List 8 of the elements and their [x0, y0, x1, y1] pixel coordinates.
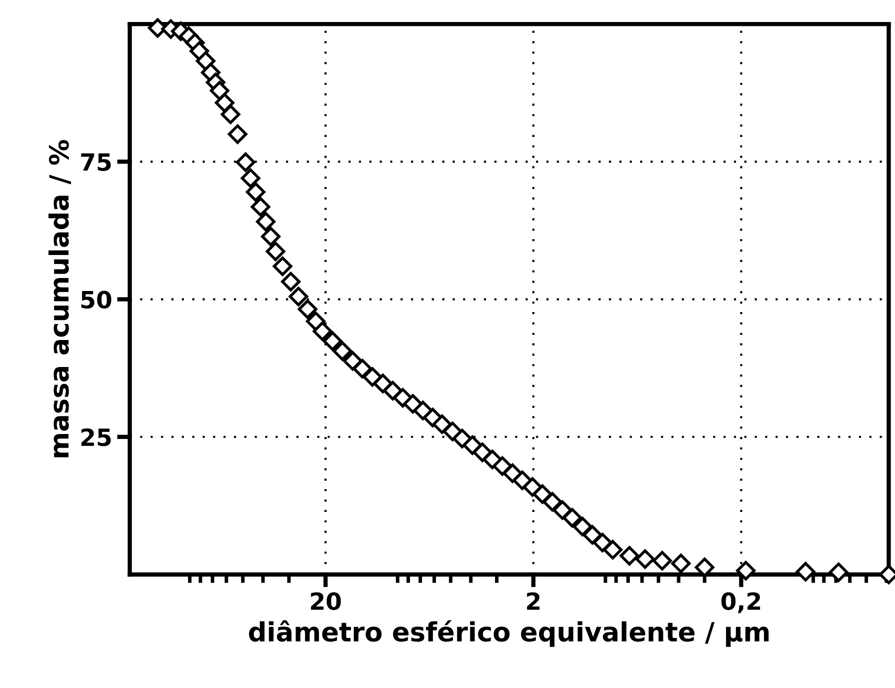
y-axis-title: massa acumulada / %: [48, 140, 71, 458]
x-tick-label: 20: [310, 592, 341, 610]
x-axis-title: diâmetro esférico equivalente / μm: [249, 620, 769, 647]
x-tick-label: 0,2: [721, 592, 760, 614]
y-tick-label: 75: [81, 153, 111, 171]
y-tick-label: 50: [81, 290, 112, 309]
y-tick-label: 25: [81, 428, 111, 446]
x-tick-label: 2: [527, 592, 540, 610]
